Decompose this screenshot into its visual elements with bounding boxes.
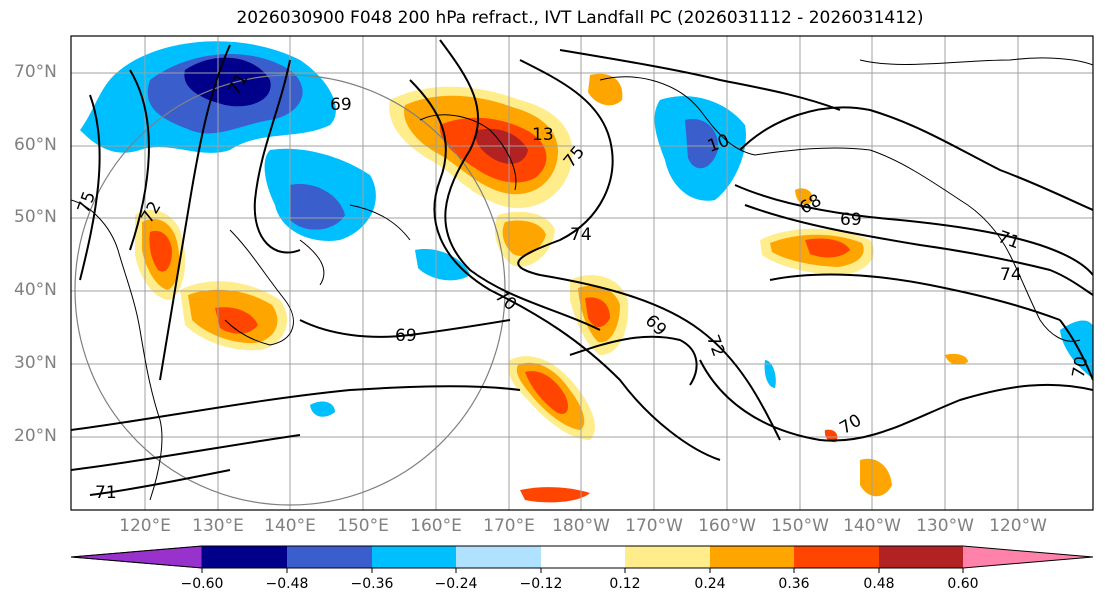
lon-label: 140°E: [264, 516, 316, 536]
lat-label-40n: 40°N: [14, 280, 57, 300]
colorbar-segment: [287, 546, 372, 568]
lat-label-30n: 30°N: [14, 353, 57, 373]
colorbar-extension-high: [963, 546, 1093, 568]
colorbar-tick: −0.24: [434, 576, 478, 592]
map-panel: 71 69 13 75 74 75 72 70 69 69 72 70 68 6…: [70, 35, 1094, 511]
colorbar-segment: [202, 546, 287, 568]
colorbar-tick: 0.60: [947, 576, 979, 592]
contour-label: 71: [95, 483, 117, 503]
contour-label: 74: [570, 225, 592, 245]
colorbar-extension-low: [70, 545, 203, 569]
contour-label: 70: [1069, 355, 1092, 380]
coastlines: [71, 57, 1093, 501]
contour-label: 74: [1000, 265, 1022, 285]
lat-label-20n: 20°N: [14, 426, 57, 446]
colorbar-segment: [625, 546, 710, 568]
lon-label: 130°E: [192, 516, 244, 536]
lon-label: 170°E: [483, 516, 535, 536]
colorbar-segment: [710, 546, 794, 568]
lon-label: 160°E: [410, 516, 462, 536]
colorbar: [70, 545, 1094, 573]
graticule: [71, 36, 1093, 510]
contour-label: 69: [840, 210, 862, 230]
colorbar-segment: [372, 546, 456, 568]
lon-label: 150°W: [771, 516, 829, 536]
lon-label: 120°W: [989, 516, 1047, 536]
lon-label: 180°W: [552, 516, 610, 536]
colorbar-segment: [541, 546, 625, 568]
lon-label: 150°E: [337, 516, 389, 536]
colorbar-tick: −0.48: [265, 576, 309, 592]
lon-label: 140°W: [843, 516, 901, 536]
colorbar-tick: 0.12: [609, 576, 641, 592]
colorbar-tick: −0.12: [519, 576, 563, 592]
colorbar-tick: −0.60: [180, 576, 224, 592]
colorbar-segment: [879, 546, 963, 568]
lat-label-50n: 50°N: [14, 207, 57, 227]
lon-label: 120°E: [119, 516, 171, 536]
colorbar-tick: 0.48: [863, 576, 895, 592]
contour-label: 69: [395, 326, 417, 346]
lat-label-70n: 70°N: [14, 62, 57, 82]
colorbar-segment: [794, 546, 879, 568]
colorbar-tick: 0.36: [778, 576, 810, 592]
contour-label: 13: [532, 125, 554, 145]
lon-label: 170°W: [625, 516, 683, 536]
lon-label: 130°W: [916, 516, 974, 536]
lon-label: 160°W: [698, 516, 756, 536]
colorbar-segment: [456, 546, 541, 568]
positive-anomaly-fills: [135, 73, 968, 503]
map-title: 2026030900 F048 200 hPa refract., IVT La…: [236, 8, 924, 28]
contours: [71, 39, 1093, 496]
colorbar-tick: −0.36: [350, 576, 394, 592]
lat-label-60n: 60°N: [14, 135, 57, 155]
contour-label: 69: [330, 95, 352, 115]
map-frame: [70, 35, 1094, 511]
colorbar-tick: 0.24: [694, 576, 726, 592]
